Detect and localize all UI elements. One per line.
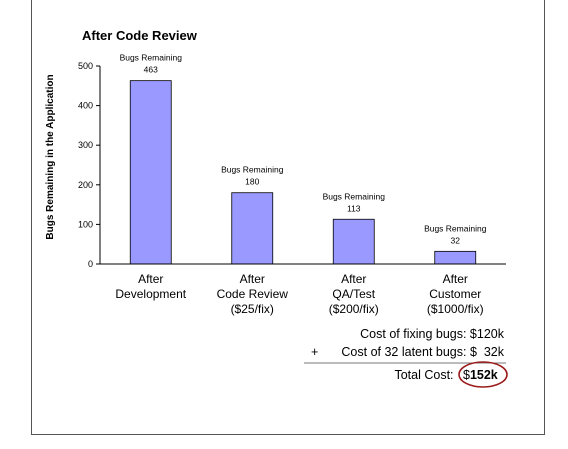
y-axis-label: Bugs Remaining in the Application xyxy=(45,74,56,239)
chart-svg: After Code Review Bugs Remaining in the … xyxy=(45,28,508,388)
data-labels: Bugs Remaining 463 Bugs Remaining 180 Bugs R… xyxy=(120,53,487,246)
category-label: QA/Test xyxy=(332,287,375,301)
summary-total-amount: 152k xyxy=(470,368,498,382)
data-label-caption: Bugs Remaining xyxy=(221,165,284,175)
data-label-value: 180 xyxy=(245,177,259,187)
summary-latent-cost: Cost of 32 latent bugs: $ 32k xyxy=(341,345,504,359)
y-tick-label: 200 xyxy=(78,180,93,190)
category-label: Development xyxy=(115,287,186,301)
chart-title: After Code Review xyxy=(82,28,198,43)
summary-plus-sign: + xyxy=(311,345,318,359)
y-tick-label: 0 xyxy=(88,259,93,269)
category-label: Code Review xyxy=(217,287,289,301)
category-label: After xyxy=(341,272,366,286)
summary-total-value: $152k xyxy=(463,368,498,382)
summary-total-label: Total Cost: xyxy=(394,368,457,382)
y-tick-label: 500 xyxy=(78,61,93,71)
summary-total-dollar: $ xyxy=(463,368,470,382)
data-label-caption: Bugs Remaining xyxy=(323,191,386,201)
summary-fixing-cost: Cost of fixing bugs: $120k xyxy=(360,327,505,341)
bar xyxy=(129,80,172,265)
y-tick-label: 100 xyxy=(78,219,93,229)
data-label-value: 463 xyxy=(144,65,158,75)
y-ticks: 0 100 200 300 400 500 xyxy=(78,61,100,269)
data-label-value: 32 xyxy=(451,235,461,245)
category-label: ($25/fix) xyxy=(231,302,274,316)
category-label: ($1000/fix) xyxy=(427,302,484,316)
data-label-caption: Bugs Remaining xyxy=(120,53,183,63)
category-label: After xyxy=(443,272,468,286)
y-tick-label: 300 xyxy=(78,140,93,150)
y-tick-label: 400 xyxy=(78,101,93,111)
category-label: After xyxy=(240,272,265,286)
bars xyxy=(129,80,477,265)
total-highlight-circle xyxy=(458,361,508,388)
chart-frame: After Code Review Bugs Remaining in the … xyxy=(31,0,545,435)
bar xyxy=(332,218,375,265)
category-label: Customer xyxy=(429,287,481,301)
bar xyxy=(231,192,274,265)
bar xyxy=(434,250,477,265)
data-label-value: 113 xyxy=(347,203,361,213)
data-label-caption: Bugs Remaining xyxy=(424,223,487,233)
category-label: ($200/fix) xyxy=(329,302,379,316)
category-label: After xyxy=(138,272,163,286)
